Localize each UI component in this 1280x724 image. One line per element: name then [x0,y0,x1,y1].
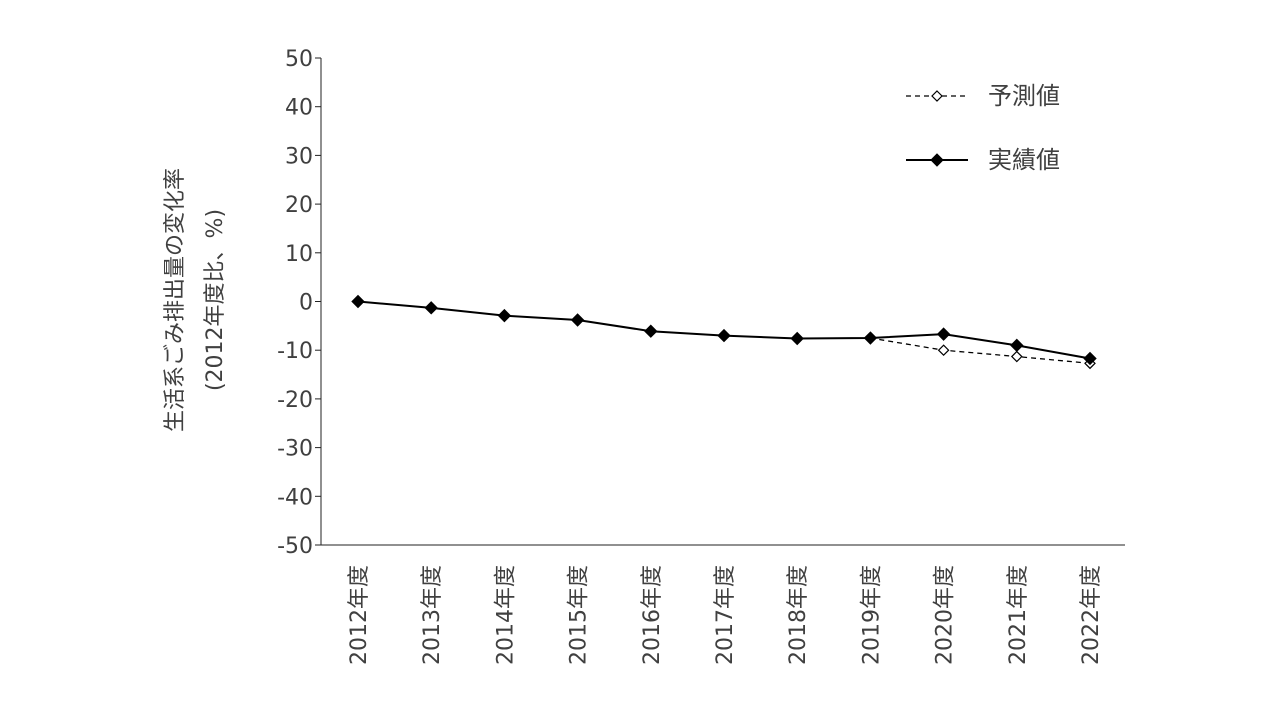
y-axis-title-line: (2012年度比、%) [203,209,228,391]
data-point-actual [790,331,804,346]
x-tick-label: 2017年度 [713,565,738,665]
data-point-actual [644,324,658,338]
data-point-actual [936,327,951,341]
x-tick-label-group: 2017年度 [713,565,738,665]
legend-marker-actual [930,153,944,167]
x-tick-label: 2014年度 [493,565,518,665]
y-tick-label: -30 [277,437,313,462]
x-tick-label-group: 2012年度 [347,565,372,665]
y-tick-label: -20 [277,388,313,413]
y-axis-title-group: 生活系ごみ排出量の変化率 [163,168,188,432]
y-tick-label: 0 [299,291,313,316]
data-point-actual [570,313,585,327]
x-tick-label: 2020年度 [933,565,958,665]
x-tick-label: 2018年度 [786,565,811,665]
y-tick-label: 40 [285,96,313,121]
x-tick-label-group: 2022年度 [1079,565,1104,665]
legend-label-actual: 実績値 [988,146,1060,174]
x-tick-label: 2019年度 [859,565,884,665]
data-point-forecast [1010,350,1023,363]
x-tick-label: 2015年度 [567,565,592,665]
x-tick-label: 2016年度 [640,565,665,665]
x-tick-label-group: 2019年度 [859,565,884,665]
data-point-actual [1083,351,1097,366]
x-tick-label-group: 2014年度 [493,565,518,665]
data-point-actual [717,328,731,343]
y-axis-title-group: (2012年度比、%) [203,209,228,391]
y-tick-label: 20 [285,193,313,218]
y-axis-title-line: 生活系ごみ排出量の変化率 [163,168,188,432]
series-line-forecast [870,337,1091,364]
x-tick-label: 2012年度 [347,565,372,665]
y-tick-label: -50 [277,534,313,559]
data-point-forecast [937,344,950,357]
y-tick-label: 50 [285,47,313,72]
legend-marker-forecast [931,90,943,102]
x-tick-label-group: 2020年度 [933,565,958,665]
data-point-actual [351,294,365,309]
x-tick-label: 2013年度 [420,565,445,665]
data-point-actual [1010,338,1024,353]
x-tick-label-group: 2013年度 [420,565,445,665]
x-tick-label-group: 2015年度 [567,565,592,665]
data-point-actual [863,331,878,345]
y-tick-label: -10 [277,339,313,364]
x-tick-label: 2021年度 [1006,565,1031,665]
y-tick-label: 10 [285,242,313,267]
x-tick-label-group: 2016年度 [640,565,665,665]
x-tick-label-group: 2021年度 [1006,565,1031,665]
y-tick-label: -40 [277,485,313,510]
legend-label-forecast: 予測値 [988,82,1060,110]
y-tick-label: 30 [285,144,313,169]
x-tick-label: 2022年度 [1079,565,1104,665]
x-tick-label-group: 2018年度 [786,565,811,665]
data-point-actual [424,301,438,315]
data-point-actual [497,308,512,323]
